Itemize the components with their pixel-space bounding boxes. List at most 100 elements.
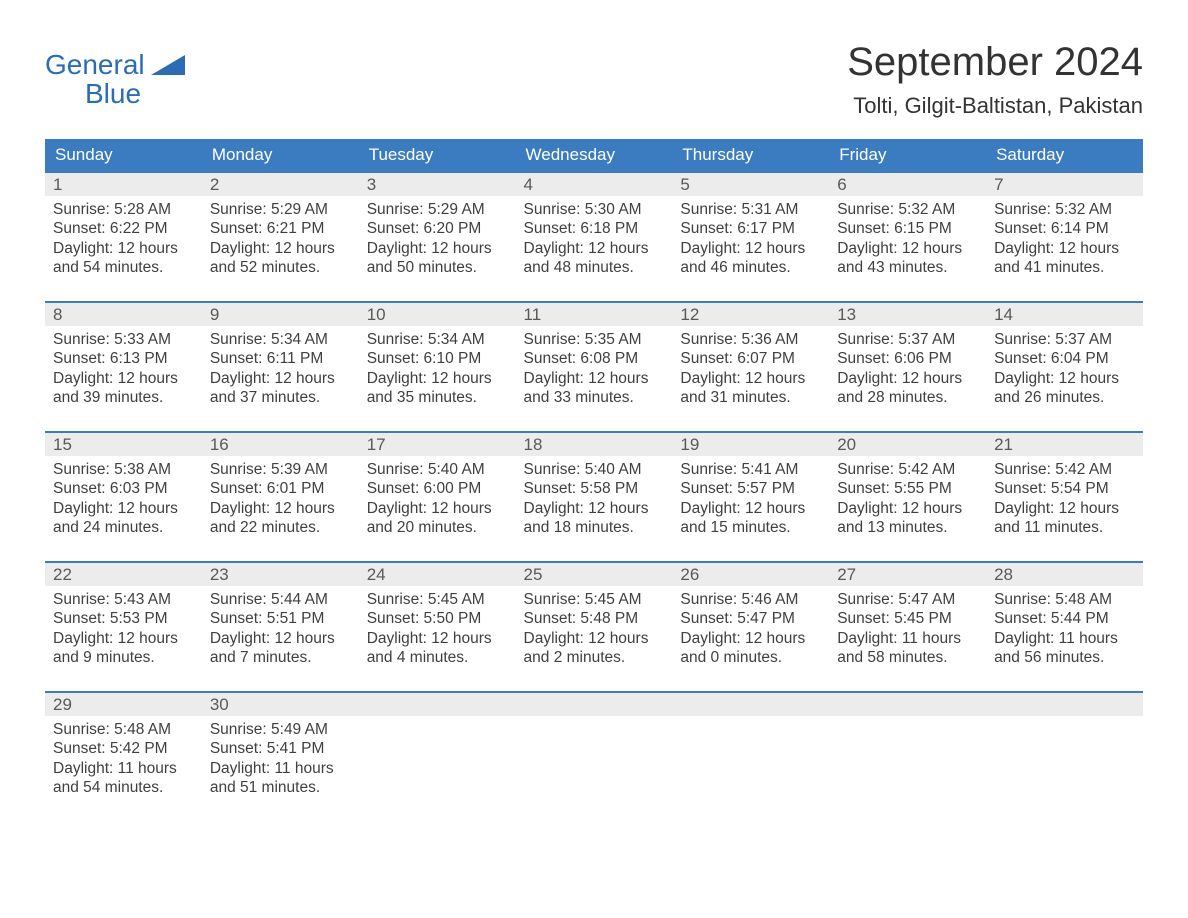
day-sunset: Sunset: 6:21 PM: [210, 219, 351, 238]
day-body: Sunrise: 5:43 AMSunset: 5:53 PMDaylight:…: [45, 586, 202, 678]
day-number: 25: [516, 561, 673, 586]
day-number: 2: [202, 171, 359, 196]
day-number: 14: [986, 301, 1143, 326]
day-number: 5: [672, 171, 829, 196]
day-sunrise: Sunrise: 5:31 AM: [680, 200, 821, 219]
day-daylight2: and 13 minutes.: [837, 518, 978, 537]
day-number: 4: [516, 171, 673, 196]
day-daylight2: and 54 minutes.: [53, 778, 194, 797]
day-sunset: Sunset: 6:10 PM: [367, 349, 508, 368]
empty-day-cell: [986, 691, 1143, 821]
day-cell: 21Sunrise: 5:42 AMSunset: 5:54 PMDayligh…: [986, 431, 1143, 561]
day-daylight2: and 31 minutes.: [680, 388, 821, 407]
day-daylight2: and 26 minutes.: [994, 388, 1135, 407]
day-body: Sunrise: 5:34 AMSunset: 6:10 PMDaylight:…: [359, 326, 516, 418]
calendar-week-row: 29Sunrise: 5:48 AMSunset: 5:42 PMDayligh…: [45, 691, 1143, 821]
day-number: 11: [516, 301, 673, 326]
day-cell: 20Sunrise: 5:42 AMSunset: 5:55 PMDayligh…: [829, 431, 986, 561]
day-header: Friday: [829, 139, 986, 171]
day-daylight1: Daylight: 12 hours: [210, 629, 351, 648]
day-sunset: Sunset: 6:06 PM: [837, 349, 978, 368]
day-cell: 7Sunrise: 5:32 AMSunset: 6:14 PMDaylight…: [986, 171, 1143, 301]
day-sunrise: Sunrise: 5:37 AM: [994, 330, 1135, 349]
day-sunset: Sunset: 5:45 PM: [837, 609, 978, 628]
day-sunrise: Sunrise: 5:30 AM: [524, 200, 665, 219]
day-daylight1: Daylight: 12 hours: [367, 369, 508, 388]
day-cell: 14Sunrise: 5:37 AMSunset: 6:04 PMDayligh…: [986, 301, 1143, 431]
day-number: 8: [45, 301, 202, 326]
day-sunset: Sunset: 6:13 PM: [53, 349, 194, 368]
day-sunrise: Sunrise: 5:39 AM: [210, 460, 351, 479]
day-daylight2: and 4 minutes.: [367, 648, 508, 667]
day-sunrise: Sunrise: 5:41 AM: [680, 460, 821, 479]
day-daylight1: Daylight: 12 hours: [680, 499, 821, 518]
day-cell: 9Sunrise: 5:34 AMSunset: 6:11 PMDaylight…: [202, 301, 359, 431]
day-number: 19: [672, 431, 829, 456]
day-daylight1: Daylight: 11 hours: [210, 759, 351, 778]
empty-day-cell: [516, 691, 673, 821]
day-daylight1: Daylight: 12 hours: [524, 499, 665, 518]
day-daylight1: Daylight: 12 hours: [53, 239, 194, 258]
day-sunset: Sunset: 5:51 PM: [210, 609, 351, 628]
day-daylight1: Daylight: 12 hours: [680, 239, 821, 258]
day-daylight2: and 22 minutes.: [210, 518, 351, 537]
day-daylight2: and 54 minutes.: [53, 258, 194, 277]
day-daylight1: Daylight: 12 hours: [680, 369, 821, 388]
day-number: 20: [829, 431, 986, 456]
day-number: 29: [45, 691, 202, 716]
day-sunrise: Sunrise: 5:47 AM: [837, 590, 978, 609]
day-number: 28: [986, 561, 1143, 586]
day-sunrise: Sunrise: 5:32 AM: [837, 200, 978, 219]
day-body: Sunrise: 5:37 AMSunset: 6:06 PMDaylight:…: [829, 326, 986, 418]
day-body: Sunrise: 5:31 AMSunset: 6:17 PMDaylight:…: [672, 196, 829, 288]
day-body: Sunrise: 5:30 AMSunset: 6:18 PMDaylight:…: [516, 196, 673, 288]
day-sunset: Sunset: 6:00 PM: [367, 479, 508, 498]
day-daylight2: and 18 minutes.: [524, 518, 665, 537]
day-body: Sunrise: 5:44 AMSunset: 5:51 PMDaylight:…: [202, 586, 359, 678]
day-number: 13: [829, 301, 986, 326]
day-cell: 25Sunrise: 5:45 AMSunset: 5:48 PMDayligh…: [516, 561, 673, 691]
day-daylight1: Daylight: 12 hours: [53, 369, 194, 388]
day-sunset: Sunset: 6:11 PM: [210, 349, 351, 368]
day-sunrise: Sunrise: 5:34 AM: [210, 330, 351, 349]
day-daylight2: and 11 minutes.: [994, 518, 1135, 537]
day-sunset: Sunset: 5:47 PM: [680, 609, 821, 628]
day-number: 7: [986, 171, 1143, 196]
brand-line2: Blue: [45, 79, 185, 108]
day-body: Sunrise: 5:28 AMSunset: 6:22 PMDaylight:…: [45, 196, 202, 288]
day-daylight1: Daylight: 12 hours: [367, 239, 508, 258]
day-sunset: Sunset: 5:50 PM: [367, 609, 508, 628]
day-cell: 4Sunrise: 5:30 AMSunset: 6:18 PMDaylight…: [516, 171, 673, 301]
empty-day-cell: [829, 691, 986, 821]
day-cell: 13Sunrise: 5:37 AMSunset: 6:06 PMDayligh…: [829, 301, 986, 431]
day-cell: 17Sunrise: 5:40 AMSunset: 6:00 PMDayligh…: [359, 431, 516, 561]
day-body: Sunrise: 5:35 AMSunset: 6:08 PMDaylight:…: [516, 326, 673, 418]
day-sunrise: Sunrise: 5:38 AM: [53, 460, 194, 479]
day-number: 27: [829, 561, 986, 586]
day-sunrise: Sunrise: 5:48 AM: [53, 720, 194, 739]
day-daylight2: and 39 minutes.: [53, 388, 194, 407]
calendar-week-row: 1Sunrise: 5:28 AMSunset: 6:22 PMDaylight…: [45, 171, 1143, 301]
day-cell: 8Sunrise: 5:33 AMSunset: 6:13 PMDaylight…: [45, 301, 202, 431]
day-cell: 24Sunrise: 5:45 AMSunset: 5:50 PMDayligh…: [359, 561, 516, 691]
day-sunset: Sunset: 6:20 PM: [367, 219, 508, 238]
day-sunrise: Sunrise: 5:28 AM: [53, 200, 194, 219]
day-sunset: Sunset: 6:07 PM: [680, 349, 821, 368]
day-header: Sunday: [45, 139, 202, 171]
day-daylight2: and 35 minutes.: [367, 388, 508, 407]
day-sunset: Sunset: 6:04 PM: [994, 349, 1135, 368]
day-header: Saturday: [986, 139, 1143, 171]
day-body: Sunrise: 5:39 AMSunset: 6:01 PMDaylight:…: [202, 456, 359, 548]
day-body: Sunrise: 5:45 AMSunset: 5:50 PMDaylight:…: [359, 586, 516, 678]
day-cell: 15Sunrise: 5:38 AMSunset: 6:03 PMDayligh…: [45, 431, 202, 561]
day-daylight1: Daylight: 12 hours: [53, 499, 194, 518]
day-sunrise: Sunrise: 5:42 AM: [994, 460, 1135, 479]
day-sunrise: Sunrise: 5:42 AM: [837, 460, 978, 479]
day-daylight2: and 48 minutes.: [524, 258, 665, 277]
day-cell: 30Sunrise: 5:49 AMSunset: 5:41 PMDayligh…: [202, 691, 359, 821]
day-sunrise: Sunrise: 5:29 AM: [367, 200, 508, 219]
day-daylight1: Daylight: 12 hours: [524, 239, 665, 258]
day-header: Monday: [202, 139, 359, 171]
day-daylight1: Daylight: 12 hours: [837, 499, 978, 518]
empty-day-cell: [672, 691, 829, 821]
